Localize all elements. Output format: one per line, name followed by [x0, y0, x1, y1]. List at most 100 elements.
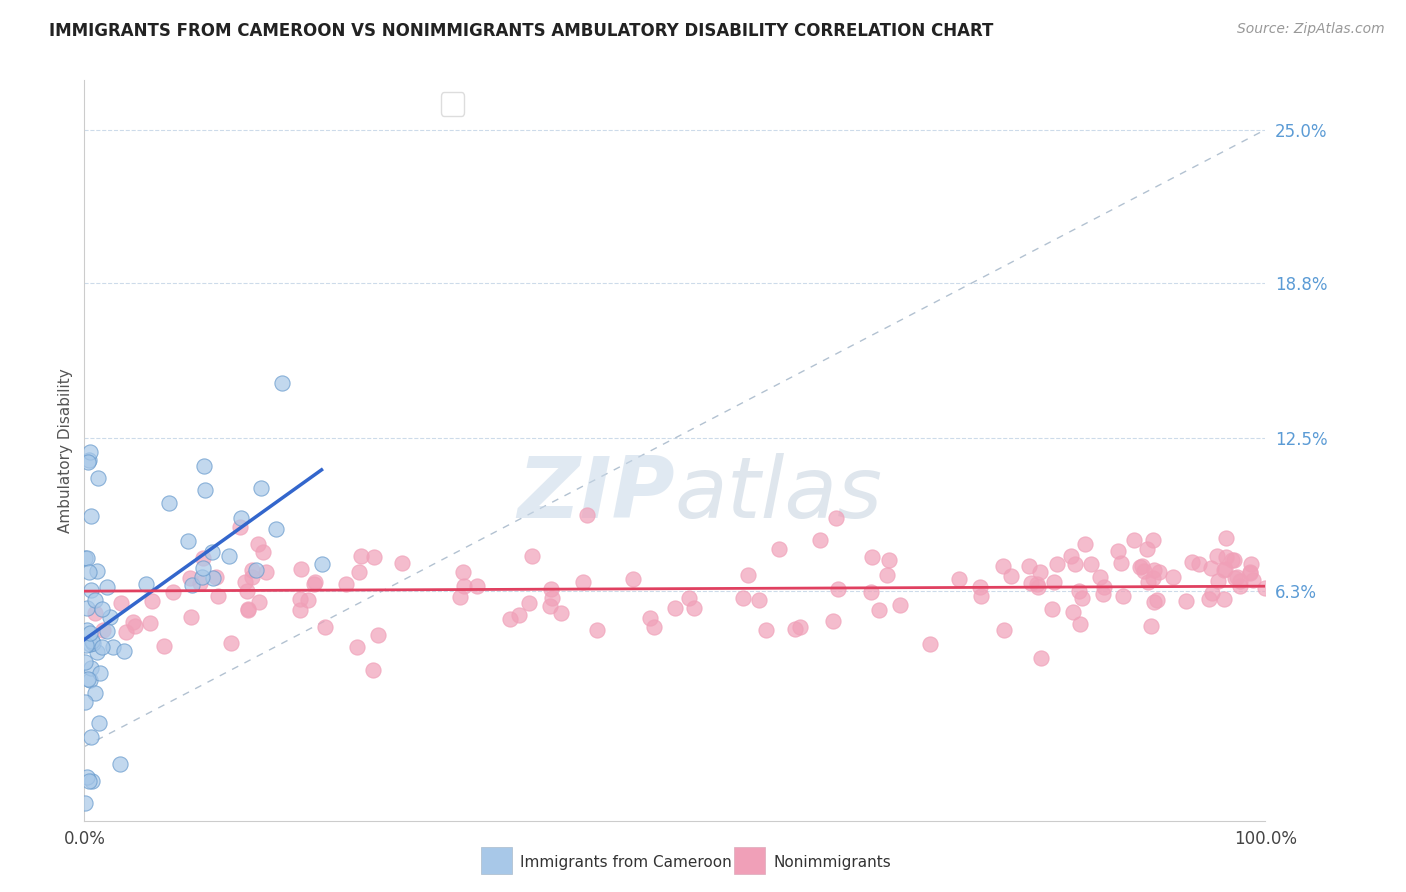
Point [541, 591, 564, 606]
Point [264, 522, 287, 536]
Point [876, 567, 898, 582]
Point [79, 637, 101, 651]
Point [465, 578, 488, 592]
Point [1142, 533, 1164, 548]
Point [449, 590, 471, 604]
Point [391, 556, 413, 570]
Point [89, 665, 111, 680]
Point [112, 643, 135, 657]
Point [755, 623, 778, 637]
Point [252, 545, 274, 559]
Point [1161, 570, 1184, 584]
Point [1147, 565, 1170, 579]
Legend:  [441, 92, 464, 116]
Point [124, 619, 146, 633]
Point [1000, 569, 1022, 583]
Point [80, 633, 103, 648]
Point [245, 563, 267, 577]
Point [180, 610, 202, 624]
Point [247, 536, 270, 550]
Point [236, 584, 259, 599]
Point [162, 584, 184, 599]
Point [179, 571, 201, 585]
Point [1205, 549, 1227, 563]
Point [87, 470, 110, 484]
Point [250, 481, 273, 495]
Point [84, 606, 107, 620]
Point [80, 661, 103, 675]
Point [1019, 575, 1042, 590]
Point [288, 602, 311, 616]
Point [1028, 580, 1050, 594]
Point [193, 551, 215, 566]
Point [1092, 580, 1115, 594]
Point [1226, 570, 1249, 584]
Point [1212, 563, 1234, 577]
Point [346, 640, 368, 655]
Point [1062, 605, 1084, 619]
Point [1220, 552, 1243, 566]
Text: Source: ZipAtlas.com: Source: ZipAtlas.com [1237, 22, 1385, 37]
Point [643, 619, 665, 633]
Point [242, 570, 264, 584]
Point [114, 624, 136, 639]
Point [1069, 584, 1091, 599]
Point [1188, 557, 1211, 571]
Point [1146, 592, 1168, 607]
Point [76, 770, 98, 784]
Point [499, 612, 522, 626]
Point [1206, 574, 1229, 588]
Point [451, 565, 474, 579]
Point [304, 575, 326, 590]
Text: ZIP: ZIP [517, 453, 675, 536]
Point [98, 609, 121, 624]
Point [1215, 549, 1237, 564]
Point [254, 566, 277, 580]
Point [194, 483, 217, 497]
Point [1239, 566, 1261, 580]
Point [77, 453, 100, 467]
Point [80, 509, 103, 524]
Point [1123, 533, 1146, 548]
Point [247, 594, 270, 608]
Point [218, 549, 240, 564]
Point [110, 757, 132, 772]
Point [73, 695, 96, 709]
Text: IMMIGRANTS FROM CAMEROON VS NONIMMIGRANTS AMBULATORY DISABILITY CORRELATION CHAR: IMMIGRANTS FROM CAMEROON VS NONIMMIGRANT… [49, 22, 994, 40]
Point [347, 566, 370, 580]
Point [77, 455, 100, 469]
Point [519, 596, 541, 610]
Point [879, 553, 901, 567]
Point [314, 620, 336, 634]
Point [76, 600, 98, 615]
Point [77, 565, 100, 579]
Point [191, 570, 214, 584]
Point [1213, 562, 1236, 576]
Point [1241, 573, 1264, 587]
Point [538, 599, 561, 613]
Point [193, 458, 215, 473]
Point [233, 575, 256, 590]
Point [1137, 575, 1160, 590]
Point [575, 508, 598, 522]
Point [219, 636, 242, 650]
Point [350, 549, 373, 563]
Point [1136, 542, 1159, 557]
Point [1229, 574, 1251, 588]
Point [153, 639, 176, 653]
Point [79, 673, 101, 688]
Point [737, 568, 759, 582]
Text: atlas: atlas [675, 453, 883, 536]
Point [290, 562, 312, 576]
Point [86, 645, 108, 659]
Point [969, 580, 991, 594]
Point [110, 595, 132, 609]
Point [1229, 579, 1251, 593]
Point [789, 620, 811, 634]
Point [748, 593, 770, 607]
Point [79, 626, 101, 640]
Point [1143, 595, 1166, 609]
Point [1040, 602, 1063, 616]
Point [678, 591, 700, 606]
Point [522, 549, 544, 563]
